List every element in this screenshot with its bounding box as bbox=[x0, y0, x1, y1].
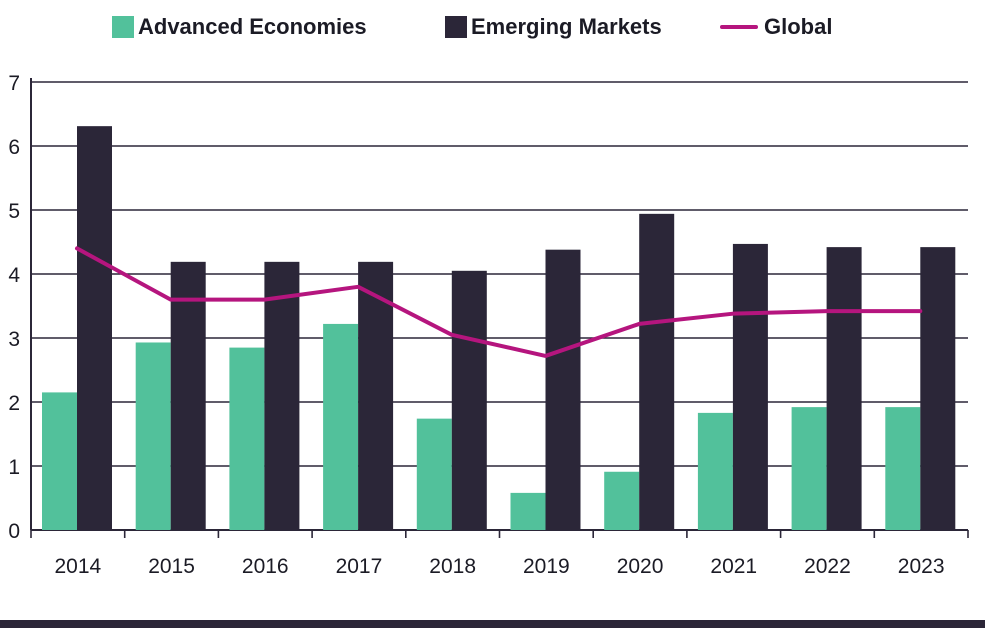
y-tick-label: 7 bbox=[8, 72, 20, 95]
x-tick-label: 2020 bbox=[617, 555, 664, 578]
bar-advanced-economies-2022 bbox=[791, 407, 827, 530]
y-tick-label: 4 bbox=[8, 264, 20, 287]
x-tick-label: 2014 bbox=[54, 555, 101, 578]
bar-advanced-economies-2021 bbox=[697, 412, 733, 530]
y-tick-label: 1 bbox=[8, 456, 20, 479]
bar-emerging-markets-2017 bbox=[358, 261, 394, 530]
axes: 0 1 2 3 4 5 6 7 2014 2015 2016 2017 2018 2019 2020 2021… bbox=[8, 72, 969, 578]
x-tick-label: 2022 bbox=[804, 555, 851, 578]
bar-emerging-markets-2018 bbox=[451, 270, 487, 530]
bar-emerging-markets-2021 bbox=[732, 243, 768, 531]
y-tick-label: 0 bbox=[8, 520, 20, 543]
bar-advanced-economies-2019 bbox=[510, 492, 546, 530]
x-tick-label: 2018 bbox=[429, 555, 476, 578]
bar-emerging-markets-2022 bbox=[826, 247, 862, 530]
global-line bbox=[75, 246, 923, 358]
bar-advanced-economies-2020 bbox=[604, 471, 640, 530]
bar-emerging-markets-2019 bbox=[545, 249, 581, 530]
x-tick-label: 2015 bbox=[148, 555, 195, 578]
bars bbox=[42, 126, 956, 531]
legend: Advanced Economies Emerging Markets Global bbox=[112, 14, 832, 39]
bar-advanced-economies-2018 bbox=[416, 418, 452, 530]
bar-emerging-markets-2023 bbox=[920, 247, 956, 530]
legend-swatch-advanced-economies bbox=[112, 16, 134, 38]
y-tick-label: 2 bbox=[8, 392, 20, 415]
bottom-bar bbox=[0, 620, 985, 628]
legend-label-global: Global bbox=[764, 14, 832, 39]
y-tick-label: 3 bbox=[8, 328, 20, 351]
y-tick-label: 5 bbox=[8, 200, 20, 223]
bar-advanced-economies-2014 bbox=[42, 392, 77, 530]
bar-advanced-economies-2016 bbox=[229, 347, 265, 530]
x-tick-label: 2019 bbox=[523, 555, 570, 578]
bar-emerging-markets-2015 bbox=[170, 261, 206, 530]
legend-label-emerging-markets: Emerging Markets bbox=[471, 14, 662, 39]
bar-emerging-markets-2020 bbox=[639, 213, 675, 530]
bar-advanced-economies-2023 bbox=[885, 407, 921, 530]
x-tick-label: 2023 bbox=[898, 555, 945, 578]
bar-emerging-markets-2014 bbox=[77, 126, 112, 530]
x-tick-label: 2021 bbox=[710, 555, 757, 578]
legend-swatch-emerging-markets bbox=[445, 16, 467, 38]
bar-emerging-markets-2016 bbox=[264, 261, 300, 530]
x-tick-label: 2016 bbox=[242, 555, 289, 578]
series-line-global bbox=[75, 246, 923, 358]
bar-advanced-economies-2015 bbox=[135, 342, 171, 530]
bar-advanced-economies-2017 bbox=[323, 323, 359, 530]
y-tick-label: 6 bbox=[8, 136, 20, 159]
legend-label-advanced-economies: Advanced Economies bbox=[138, 14, 367, 39]
x-tick-label: 2017 bbox=[336, 555, 383, 578]
